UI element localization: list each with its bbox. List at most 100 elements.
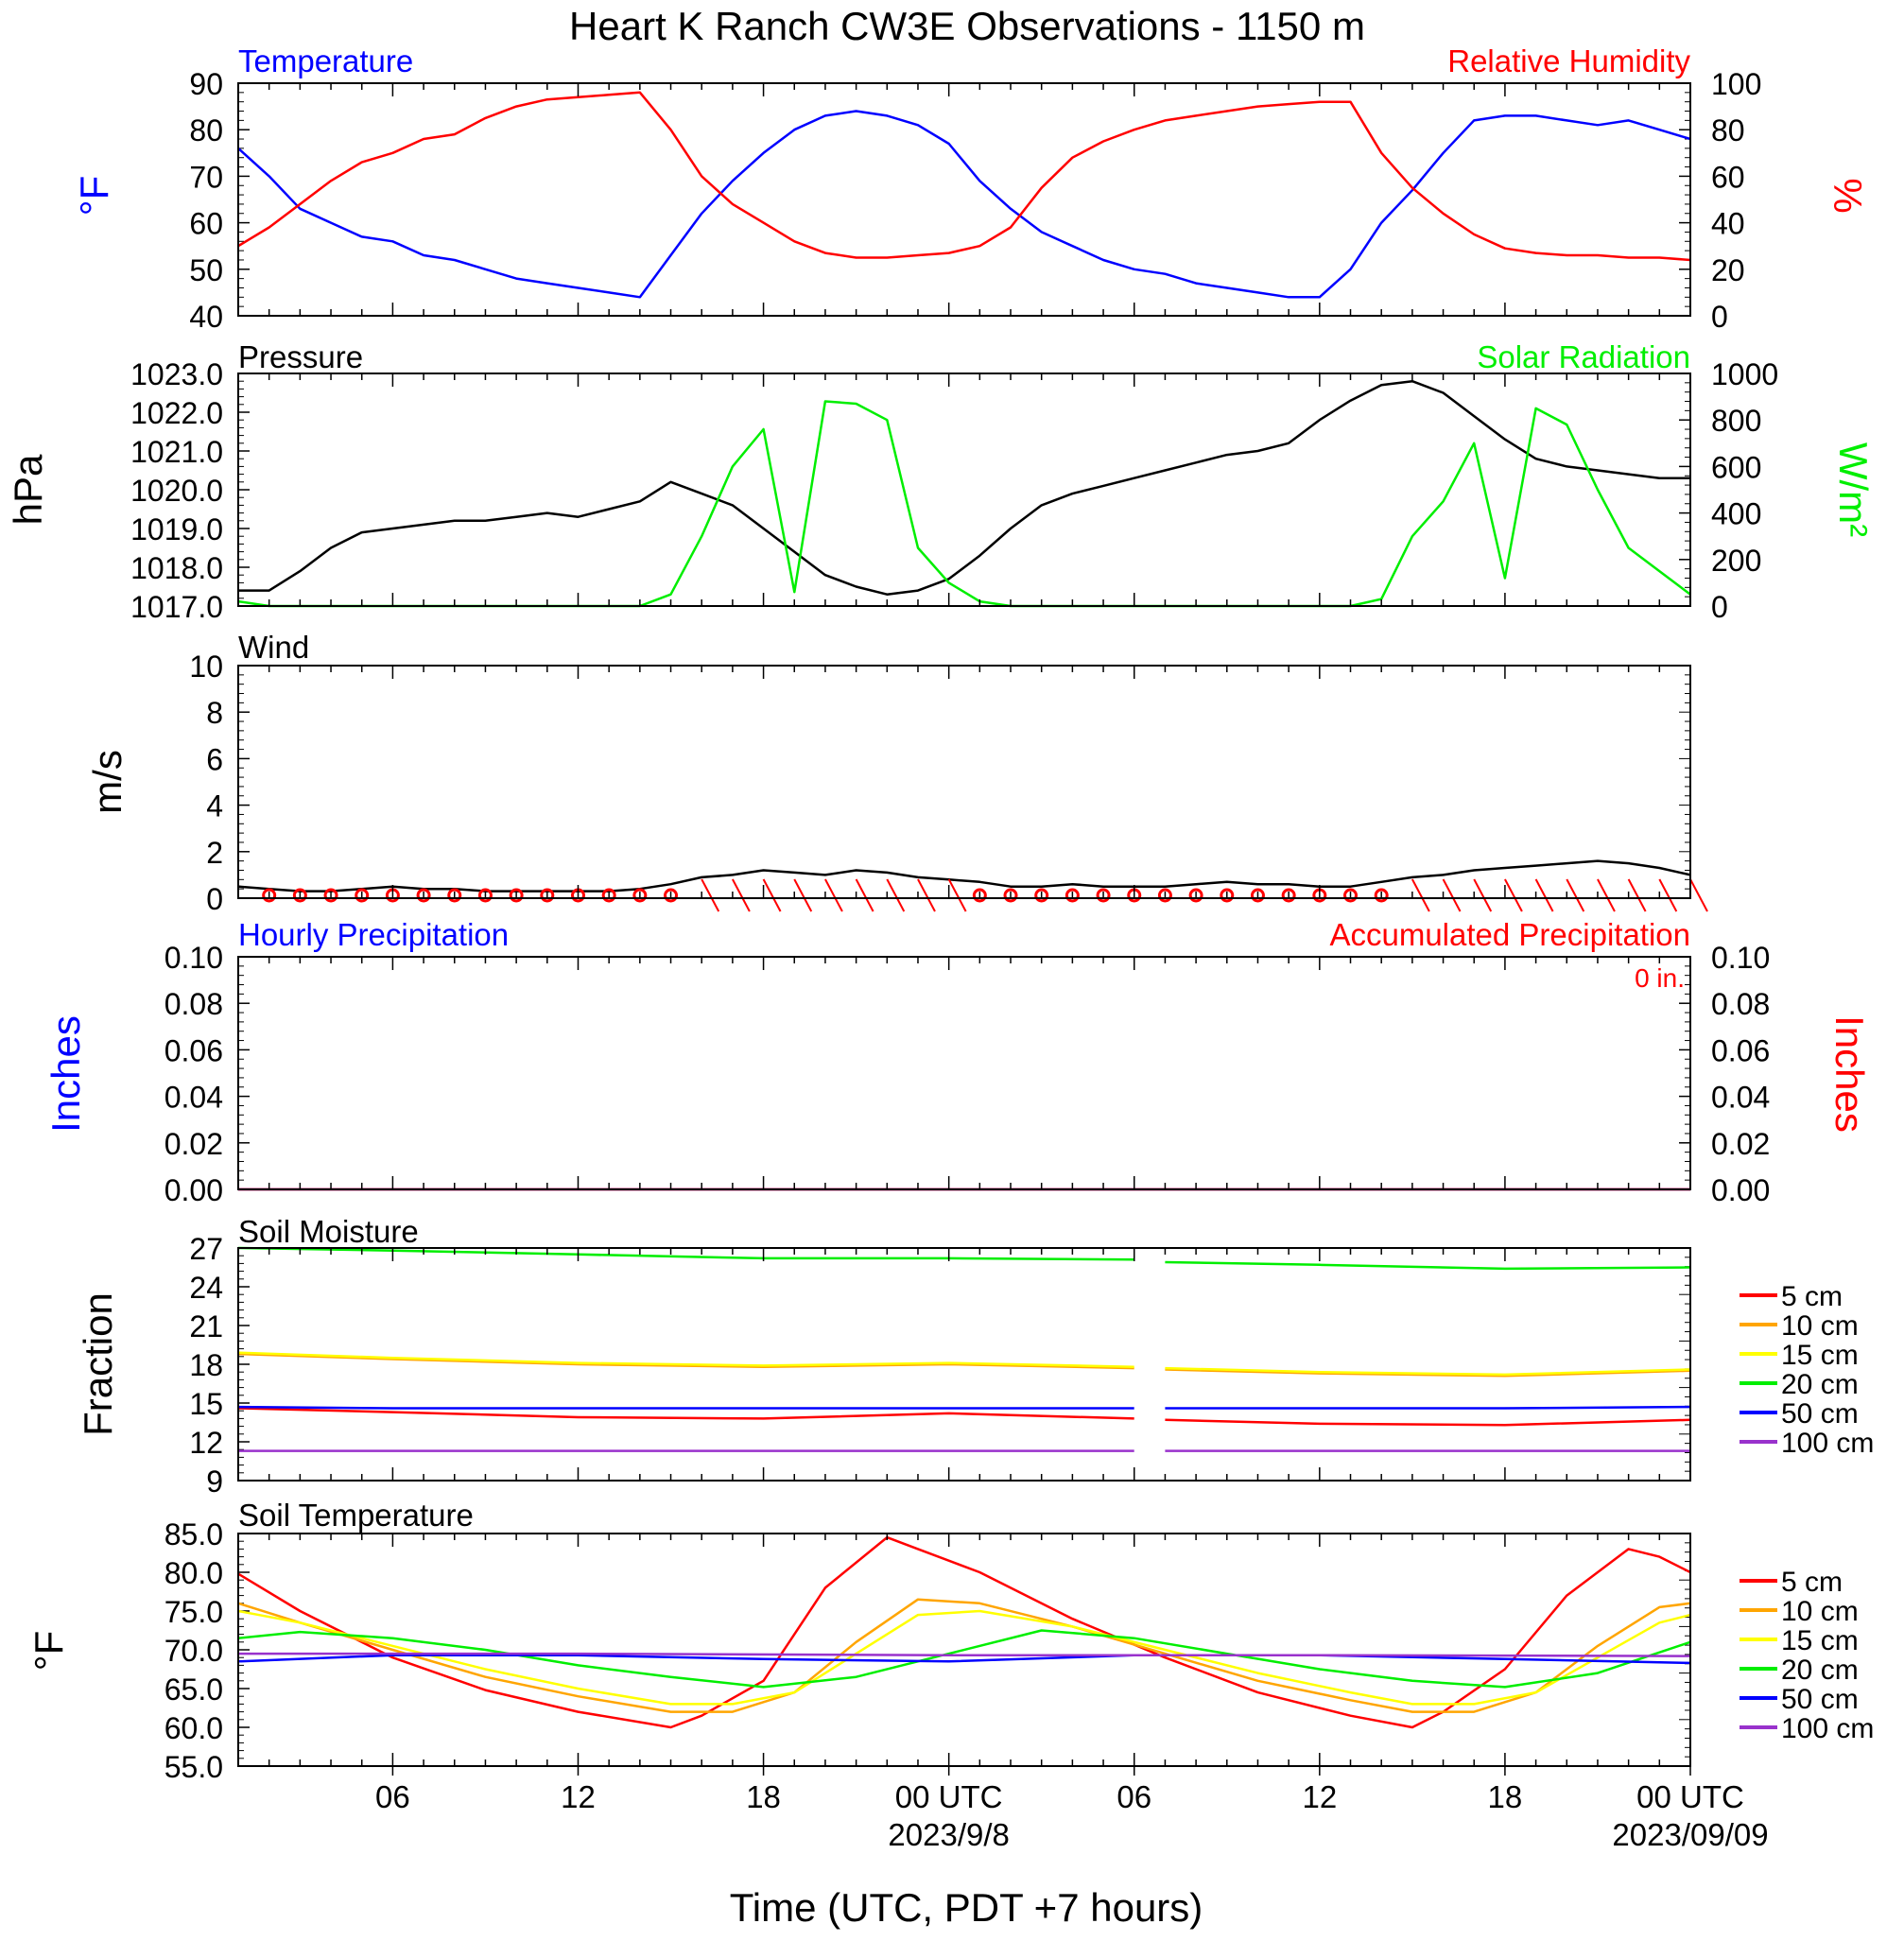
legend-label: 100 cm: [1781, 1428, 1874, 1459]
series-line-5-cm: [237, 1407, 1691, 1427]
solar-title: Solar Radiation: [1477, 339, 1690, 374]
series-line-50-cm: [237, 1654, 1691, 1665]
wind-barb-calm: [1065, 888, 1080, 903]
pressure-tick-label: 1018.0: [130, 551, 223, 585]
soil-moisture-title: Soil Moisture: [238, 1214, 419, 1249]
wind-barb: [762, 878, 782, 912]
soil-temp-tick-label: 80.0: [164, 1556, 223, 1590]
precip-left-tick-label: 0.02: [164, 1127, 223, 1161]
x-tick-label: 12: [561, 1779, 596, 1814]
pressure-solar-frame: [237, 373, 1691, 607]
x-tick-label: 00 UTC: [1636, 1779, 1744, 1814]
precip-axis-left: 0.00 0.02 0.04 0.06 0.08 0.10: [164, 941, 250, 1207]
wind-barb: [1411, 878, 1430, 912]
precip-frame: [237, 956, 1691, 1190]
precip-unit-right: Inches: [1827, 1015, 1872, 1133]
legend-label: 50 cm: [1781, 1398, 1859, 1430]
x-tick-label: 06: [1116, 1779, 1151, 1814]
panel-temp-rh: Temperature Relative Humidity °F % 40 50 6…: [72, 43, 1870, 334]
wind-barb-calm: [1220, 888, 1235, 903]
legend-label: 15 cm: [1781, 1625, 1859, 1656]
soil-moisture-tick-label: 15: [189, 1387, 223, 1421]
panel-soil-moisture: Soil Moisture Fraction 9 12 15 18 21 24 27 5 c…: [76, 1214, 1874, 1499]
solar-axis-right: 0 200 400 600 800 1000: [1679, 357, 1778, 624]
wind-barb: [732, 878, 751, 912]
pressure-tick-label: 1020.0: [130, 474, 223, 508]
rh-title: Relative Humidity: [1447, 43, 1690, 78]
series-line-relative-humidity: [237, 91, 1691, 262]
x-tick-label: 06: [375, 1779, 410, 1814]
soil-temp-tick-label: 60.0: [164, 1711, 223, 1745]
soil-moisture-tick-label: 21: [189, 1309, 223, 1343]
wind-barb: [855, 878, 874, 912]
solar-unit: W/m²: [1831, 442, 1876, 537]
series-line-solar-radiation: [237, 400, 1691, 608]
wind-barb: [1504, 878, 1523, 912]
soil-temp-frame: [237, 1533, 1691, 1767]
wind-tick-label: 6: [206, 742, 223, 776]
series-line-wind: [237, 859, 1691, 893]
wind-barb-calm: [477, 888, 493, 903]
series-line-100-cm: [238, 1652, 1691, 1657]
wind-barb: [793, 878, 813, 912]
pressure-solar-plot: [237, 379, 1691, 608]
series-line-20-cm: [237, 1246, 1691, 1271]
wind-barb-calm: [1374, 888, 1389, 903]
wind-unit: m/s: [85, 750, 130, 814]
pressure-tick-label: 1021.0: [130, 435, 223, 469]
panel-precip: Hourly Precipitation Accumulated Precipi…: [43, 917, 1872, 1207]
wind-tick-label: 10: [189, 650, 223, 684]
wind-barb: [1442, 878, 1462, 912]
x-date-label: 2023/9/8: [888, 1817, 1009, 1852]
wind-barb: [1597, 878, 1616, 912]
soil-temp-tick-label: 65.0: [164, 1672, 223, 1707]
rh-axis-right: 0 20 40 60 80 100: [1679, 67, 1761, 334]
soil-moisture-unit: Fraction: [76, 1292, 120, 1436]
soil-temp-tick-label: 85.0: [164, 1517, 223, 1551]
soil-moisture-tick-label: 12: [189, 1426, 223, 1460]
soil-temp-title: Soil Temperature: [238, 1498, 474, 1533]
soil-moisture-tick-label: 9: [206, 1464, 223, 1499]
wind-barb-calm: [1096, 888, 1111, 903]
series-line-temperature: [237, 110, 1691, 299]
soil-temp-tick-label: 55.0: [164, 1750, 223, 1784]
pressure-tick-label: 1017.0: [130, 590, 223, 624]
series-line-15-cm: [237, 1609, 1691, 1706]
temp-tick-label: 70: [189, 160, 223, 194]
precip-right-tick-label: 0.02: [1711, 1127, 1770, 1161]
rh-unit: %: [1826, 178, 1870, 213]
series-line-15-cm: [237, 1351, 1691, 1377]
temp-tick-label: 80: [189, 113, 223, 147]
wind-barb-calm: [292, 888, 307, 903]
pressure-axis-left: 1017.0 1018.0 1019.0 1020.0 1021.0 1022.0 1023…: [130, 357, 250, 624]
soil-temp-tick-label: 70.0: [164, 1634, 223, 1668]
wind-barb-calm: [664, 888, 679, 903]
precip-left-tick-label: 0.00: [164, 1173, 223, 1207]
pressure-title: Pressure: [238, 339, 363, 374]
solar-tick-label: 0: [1711, 590, 1728, 624]
precip-unit-left: Inches: [43, 1015, 88, 1133]
legend-label: 10 cm: [1781, 1596, 1859, 1627]
wind-barb: [1473, 878, 1493, 912]
legend-label: 20 cm: [1781, 1369, 1859, 1400]
wind-tick-label: 8: [206, 696, 223, 730]
x-date-label: 2023/09/09: [1612, 1817, 1768, 1852]
wind-barb-calm: [323, 888, 338, 903]
rh-tick-label: 20: [1711, 253, 1745, 287]
rh-tick-label: 40: [1711, 207, 1745, 241]
wind-barb: [701, 878, 720, 912]
wind-barb-calm: [540, 888, 555, 903]
soil-moisture-plot: [237, 1246, 1691, 1452]
x-tick-label: 18: [1488, 1779, 1523, 1814]
temp-tick-label: 40: [189, 300, 223, 334]
soil-moisture-axis-left: 9 12 15 18 21 24 27: [189, 1232, 1690, 1499]
series-line-20-cm: [237, 1629, 1691, 1689]
precip-left-tick-label: 0.10: [164, 941, 223, 975]
pressure-tick-label: 1023.0: [130, 357, 223, 391]
solar-tick-label: 1000: [1711, 357, 1778, 391]
wind-barb-calm: [601, 888, 616, 903]
series-line-50-cm: [237, 1405, 1691, 1410]
wind-barb: [1566, 878, 1585, 912]
